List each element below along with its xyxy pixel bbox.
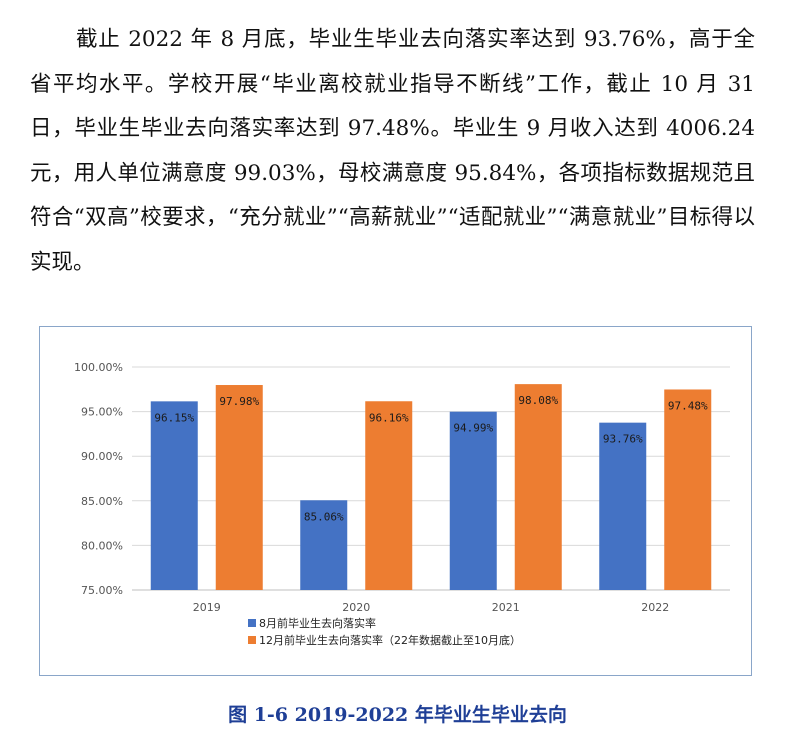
- bar: [365, 401, 413, 590]
- body-paragraph: 截止 2022 年 8 月底，毕业生毕业去向落实率达到 93.76%，高于全省平…: [30, 27, 755, 275]
- y-tick-label: 80.00%: [81, 539, 123, 552]
- bar: [449, 411, 497, 590]
- bar: [300, 500, 348, 590]
- data-label: 96.15%: [154, 411, 194, 424]
- bar: [514, 384, 562, 590]
- x-tick-label: 2019: [193, 601, 221, 614]
- y-tick-label: 85.00%: [81, 495, 123, 508]
- figure-caption: 图 1-6 2019-2022 年毕业生毕业去向: [228, 704, 567, 726]
- bar-chart: 100.00% 95.00% 90.00% 85.00% 80.00% 75.00% 201…: [74, 361, 730, 647]
- x-tick-label: 2022: [641, 601, 669, 614]
- bar: [150, 401, 198, 590]
- x-tick-label: 2020: [342, 601, 370, 614]
- legend-swatch: [248, 636, 256, 644]
- data-label: 97.98%: [219, 395, 259, 408]
- data-label: 96.16%: [369, 411, 409, 424]
- x-tick-label: 2021: [492, 601, 520, 614]
- legend-swatch: [248, 619, 256, 627]
- data-label: 98.08%: [518, 394, 558, 407]
- legend-label: 12月前毕业生去向落实率（22年数据截止至10月底）: [259, 633, 521, 647]
- data-label: 93.76%: [603, 433, 643, 446]
- data-label: 97.48%: [668, 399, 708, 412]
- y-tick-label: 75.00%: [81, 584, 123, 597]
- chart-frame: 100.00% 95.00% 90.00% 85.00% 80.00% 75.00% 201…: [39, 326, 752, 676]
- y-tick-label: 100.00%: [74, 361, 123, 374]
- y-tick-label: 90.00%: [81, 450, 123, 463]
- data-label: 85.06%: [304, 510, 344, 523]
- legend-label: 8月前毕业生去向落实率: [259, 616, 376, 630]
- bar: [599, 422, 647, 590]
- bar: [215, 385, 263, 590]
- bar: [664, 389, 712, 590]
- data-label: 94.99%: [453, 422, 493, 435]
- y-tick-label: 95.00%: [81, 406, 123, 419]
